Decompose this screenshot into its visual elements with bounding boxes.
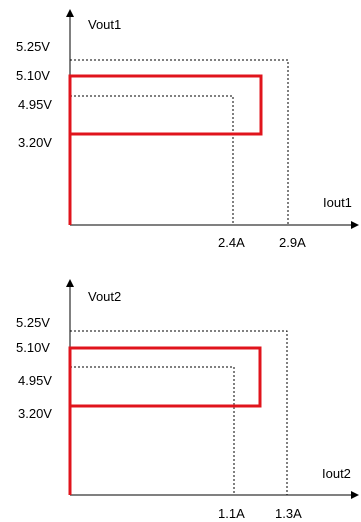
- x-tick-label: 2.4A: [218, 235, 245, 250]
- y-tick-label: 4.95V: [18, 97, 52, 112]
- y-tick-label: 4.95V: [18, 373, 52, 388]
- min-voltage-limit-line: [70, 95, 234, 225]
- ocp-curve: [68, 346, 262, 495]
- y-tick-label: 5.25V: [16, 39, 50, 54]
- y-tick-label: 3.20V: [18, 135, 52, 150]
- x-tick-label: 1.1A: [218, 506, 245, 521]
- x-axis-label: Iout1: [323, 195, 352, 210]
- y-axis-label: Vout1: [88, 17, 121, 32]
- y-axis-label: Vout2: [88, 289, 121, 304]
- y-tick-label: 5.25V: [16, 315, 50, 330]
- x-tick-label: 2.9A: [279, 235, 306, 250]
- panel-2: Vout2 5.25V 5.10V 4.95V 3.20V Iout2 1.1A…: [16, 279, 359, 521]
- panel-1: Vout1 5.25V 5.10V 4.95V 3.20V Iout1 2.4A…: [16, 9, 359, 250]
- max-voltage-limit-line: [70, 330, 288, 495]
- x-axis-label: Iout2: [322, 466, 351, 481]
- y-tick-label: 3.20V: [18, 406, 52, 421]
- y-tick-label: 5.10V: [16, 340, 50, 355]
- ocp-curve: [68, 74, 263, 225]
- x-tick-label: 1.3A: [275, 506, 302, 521]
- min-voltage-limit-line: [70, 366, 235, 495]
- max-voltage-limit-line: [70, 59, 289, 225]
- y-tick-label: 5.10V: [16, 68, 50, 83]
